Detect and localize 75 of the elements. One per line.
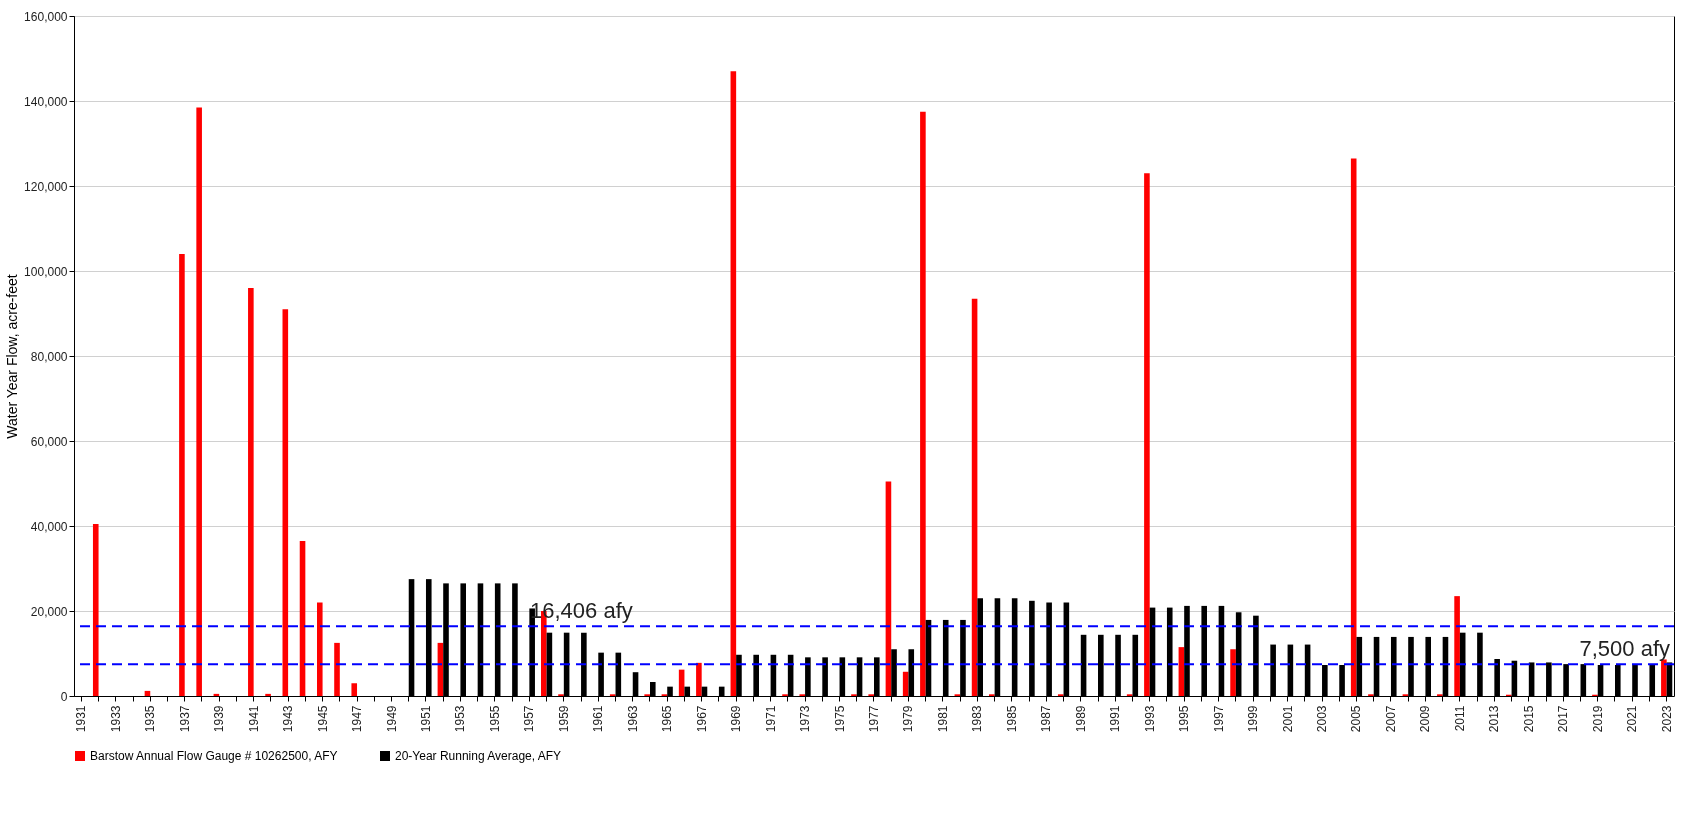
x-tick-label: 1949 [384, 705, 399, 733]
x-tick-label: 1993 [1142, 705, 1157, 733]
x-tick-label: 2021 [1625, 705, 1640, 733]
x-tick-label: 2015 [1521, 705, 1536, 733]
x-tick-label: 1945 [315, 705, 330, 733]
x-tick-label: 2023 [1659, 705, 1674, 733]
x-tick-label: 1969 [729, 705, 744, 733]
x-tick-label: 1939 [212, 705, 227, 733]
x-tick-label: 2013 [1487, 705, 1502, 733]
x-tick-label: 1965 [660, 705, 675, 733]
x-tick-label: 1989 [1073, 705, 1088, 733]
x-tick-label: 1935 [143, 705, 158, 733]
x-tick-label: 1959 [556, 705, 571, 733]
bar [316, 602, 323, 696]
bar [351, 683, 358, 696]
x-tick-label: 1971 [763, 705, 778, 733]
x-tick-label: 2019 [1590, 705, 1605, 733]
x-tick-label: 1991 [1108, 705, 1123, 733]
legend-label: Barstow Annual Flow Gauge # 10262500, AFY [90, 749, 338, 763]
x-tick-label: 1931 [74, 705, 89, 733]
x-tick-label: 1973 [798, 705, 813, 733]
x-tick-label: 1943 [281, 705, 296, 733]
y-tick-label: 80,000 [30, 349, 68, 364]
bar [248, 288, 254, 696]
x-tick-label: 1941 [246, 705, 261, 733]
bar [265, 693, 271, 696]
x-tick-label: 1953 [453, 705, 468, 733]
x-tick-label: 1997 [1211, 705, 1226, 733]
y-tick-label: 100,000 [24, 264, 68, 279]
ref-line-label: 16,406 afy [530, 598, 633, 624]
y-tick-label: 60,000 [30, 434, 68, 449]
x-tick-label: 2007 [1383, 705, 1398, 733]
y-tick-label: 140,000 [24, 94, 68, 109]
x-tick-label: 1983 [970, 705, 985, 733]
x-tick-label: 1975 [832, 705, 847, 733]
bar [1230, 649, 1236, 696]
x-tick-label: 1951 [418, 705, 433, 733]
bar [92, 523, 99, 696]
x-tick-label: 1985 [1004, 705, 1019, 733]
x-tick-label: 2005 [1349, 705, 1364, 733]
x-tick-label: 1933 [108, 705, 123, 733]
x-tick-label: 1999 [1246, 705, 1261, 733]
bar [334, 642, 340, 696]
bar [1144, 173, 1150, 696]
x-tick-label: 1981 [935, 705, 950, 733]
y-tick-label: 40,000 [30, 519, 68, 534]
x-tick-label: 1963 [625, 705, 640, 733]
x-tick-label: 2003 [1315, 705, 1330, 733]
y-tick-label: 0 [60, 689, 68, 704]
legend-label: 20-Year Running Average, AFY [395, 749, 562, 763]
x-tick-label: 1961 [591, 705, 606, 733]
x-tick-label: 1955 [487, 705, 502, 733]
x-tick-label: 1967 [694, 705, 709, 733]
x-tick-label: 1947 [350, 705, 365, 733]
x-tick-label: 1957 [522, 705, 537, 733]
x-tick-label: 2017 [1556, 705, 1571, 733]
bar [196, 107, 202, 696]
x-tick-label: 1979 [901, 705, 916, 733]
bar [179, 254, 185, 696]
y-axis-title: Water Year Flow, acre-feet [4, 274, 21, 439]
y-tick-label: 160,000 [24, 9, 68, 24]
x-tick-label: 1937 [177, 705, 192, 733]
x-tick-label: 1977 [867, 705, 881, 733]
x-tick-label: 2009 [1418, 705, 1433, 733]
x-tick-label: 1987 [1039, 705, 1054, 733]
x-tick-label: 1995 [1177, 705, 1192, 733]
y-tick-label: 120,000 [24, 179, 68, 194]
bar [696, 662, 702, 696]
bar [1454, 596, 1460, 696]
bar [920, 111, 926, 696]
bar [1661, 659, 1667, 696]
x-tick-label: 2001 [1280, 705, 1295, 733]
ref-line-label: 7,500 afy [1579, 636, 1670, 662]
x-tick-label: 2011 [1452, 705, 1467, 732]
y-tick-label: 20,000 [30, 604, 68, 619]
